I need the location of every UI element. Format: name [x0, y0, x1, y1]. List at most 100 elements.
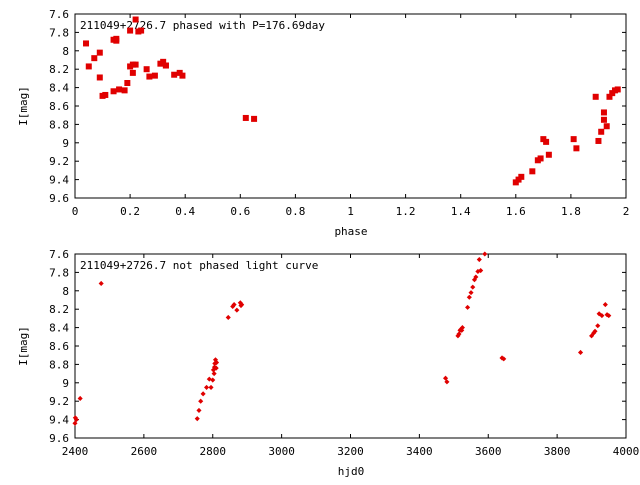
phased-data-point	[606, 93, 613, 100]
unphased-x-tick-label: 3600	[475, 445, 502, 458]
phased-x-tick-label: 0.2	[120, 205, 140, 218]
unphased-data-point	[196, 407, 202, 413]
phased-x-tick-label: 1	[347, 205, 354, 218]
unphased-x-ticks: 2400 2600 2800 3000 3200 3400 3600 3800 4000	[62, 254, 640, 458]
unphased-data-point	[459, 325, 465, 331]
unphased-y-tick-label: 8.6	[49, 340, 69, 353]
phased-data-point	[592, 93, 599, 100]
phased-data-point	[603, 123, 610, 130]
phased-data-point	[600, 109, 607, 116]
phased-data-point	[573, 145, 580, 152]
unphased-data-point	[465, 304, 471, 310]
unphased-y-tick-label: 7.6	[49, 248, 69, 261]
phased-x-tick-label: 0.8	[285, 205, 305, 218]
phased-data-point	[537, 155, 544, 162]
phased-y-ticks: 7.6 7.8 8 8.2 8.4 8.6 8.8 9 9.2 9.4 9.6	[49, 8, 626, 205]
phased-x-tick-label: 1.8	[561, 205, 581, 218]
unphased-data-point	[200, 391, 206, 397]
unphased-y-tick-label: 7.8	[49, 266, 69, 279]
phased-data-point	[116, 86, 123, 93]
phased-x-ticks: 0 0.2 0.4 0.6 0.8 1 1.2 1.4 1.6 1.8 2	[72, 14, 630, 218]
phased-data-point	[518, 173, 525, 180]
phased-data-point	[110, 88, 117, 95]
phased-data-point	[113, 37, 120, 44]
phased-y-tick-label: 8.4	[49, 82, 69, 95]
phased-data-point	[529, 168, 536, 175]
unphased-chart-title: 211049+2726.7 not phased light curve	[80, 259, 318, 272]
unphased-x-tick-label: 4000	[613, 445, 640, 458]
phased-data-point	[614, 86, 621, 93]
phased-data-points	[83, 16, 621, 186]
phased-data-point	[600, 116, 607, 123]
unphased-data-point	[595, 323, 601, 329]
unphased-data-point	[473, 274, 479, 280]
unphased-data-point	[468, 290, 474, 296]
phased-data-point	[162, 62, 169, 69]
unphased-data-points	[72, 251, 612, 426]
unphased-data-point	[456, 331, 462, 337]
unphased-y-tick-label: 9.6	[49, 432, 69, 445]
unphased-data-point	[98, 280, 104, 286]
unphased-y-tick-label: 8.2	[49, 303, 69, 316]
phased-data-point	[179, 72, 186, 79]
phased-y-tick-label: 9.6	[49, 192, 69, 205]
unphased-x-tick-label: 3200	[337, 445, 364, 458]
unphased-data-point	[194, 416, 200, 422]
unphased-data-point	[234, 307, 240, 313]
phased-data-point	[146, 73, 153, 80]
phased-data-point	[171, 71, 178, 78]
unphased-data-point	[478, 268, 484, 274]
phased-y-axis-label: I[mag]	[17, 86, 30, 126]
phased-data-point	[124, 80, 131, 86]
unphased-x-tick-label: 3400	[406, 445, 433, 458]
unphased-data-point	[482, 251, 488, 257]
phased-y-tick-label: 8.8	[49, 118, 69, 131]
phased-x-tick-label: 1.4	[451, 205, 471, 218]
phased-data-point	[132, 16, 139, 23]
unphased-data-point	[602, 302, 608, 308]
phased-x-tick-label: 0	[72, 205, 79, 218]
unphased-data-point	[213, 360, 220, 366]
phased-data-point	[127, 27, 134, 34]
unphased-data-point	[208, 384, 214, 390]
phased-x-tick-label: 2	[623, 205, 630, 218]
phased-data-point	[96, 74, 103, 81]
phased-y-tick-label: 8.6	[49, 100, 69, 113]
unphased-data-point	[211, 371, 217, 377]
phased-y-tick-label: 9	[62, 137, 69, 150]
phased-y-tick-label: 7.8	[49, 26, 69, 39]
unphased-x-tick-label: 3000	[268, 445, 295, 458]
phased-data-point	[96, 49, 103, 56]
phased-data-point	[121, 87, 128, 94]
unphased-x-tick-label: 2800	[200, 445, 227, 458]
phased-data-point	[151, 72, 158, 79]
unphased-data-point	[210, 377, 216, 383]
phased-data-point	[83, 40, 90, 47]
phased-x-tick-label: 0.4	[175, 205, 195, 218]
unphased-data-point	[204, 384, 210, 390]
unphased-y-axis-label: I[mag]	[17, 326, 30, 366]
phased-y-tick-label: 8	[62, 45, 69, 58]
unphased-y-tick-label: 9	[62, 377, 69, 390]
unphased-data-point	[213, 365, 219, 371]
phased-panel: 211049+2726.7 phased with P=176.69day ph…	[17, 8, 629, 238]
phased-data-point	[91, 55, 98, 62]
phased-x-tick-label: 1.6	[506, 205, 526, 218]
phased-x-tick-label: 0.6	[230, 205, 250, 218]
phased-data-point	[85, 63, 92, 70]
phased-data-point	[595, 137, 602, 144]
unphased-data-point	[466, 294, 472, 300]
phased-y-tick-label: 8.2	[49, 63, 69, 76]
phased-data-point	[598, 128, 605, 135]
unphased-x-axis-label: hjd0	[338, 465, 365, 478]
phased-y-tick-label: 9.2	[49, 155, 69, 168]
unphased-data-point	[73, 417, 79, 423]
unphased-y-tick-label: 9.4	[49, 414, 69, 427]
phased-data-point	[138, 27, 145, 34]
unphased-x-tick-label: 2400	[62, 445, 89, 458]
phased-x-axis-label: phase	[334, 225, 367, 238]
unphased-x-tick-label: 3800	[544, 445, 571, 458]
phased-data-point	[132, 61, 139, 68]
